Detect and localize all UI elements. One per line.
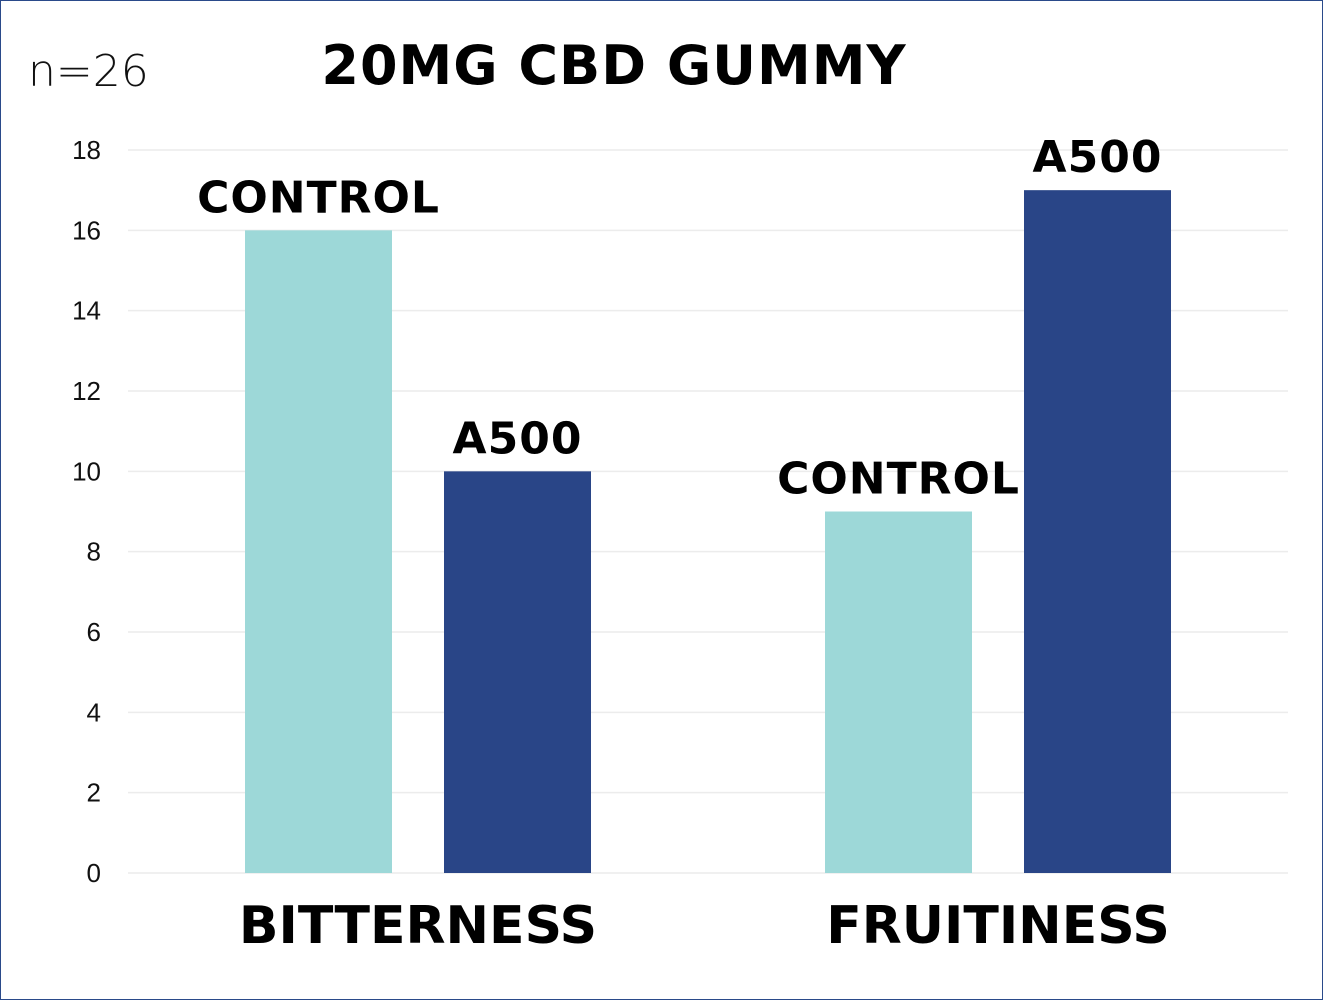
- bar-data-label: CONTROL: [777, 454, 1020, 505]
- y-tick-label: 2: [87, 778, 101, 808]
- y-tick-label: 14: [72, 296, 101, 326]
- y-tick-label: 18: [72, 135, 101, 165]
- x-axis-category-labels: BITTERNESS FRUITINESS: [239, 896, 1170, 956]
- y-tick-label: 16: [72, 215, 101, 245]
- y-tick-label: 0: [87, 858, 101, 888]
- bars: [245, 190, 1171, 874]
- y-tick-label: 12: [72, 376, 101, 406]
- bar-data-label: CONTROL: [197, 172, 440, 223]
- bar-a500-bitterness: [444, 471, 591, 873]
- y-tick-label: 4: [87, 697, 101, 727]
- bar-control-bitterness: [245, 230, 392, 874]
- y-axis-tick-labels: 0 2 4 6 8 10 12 14 16 18: [72, 135, 101, 888]
- bar-data-label: A500: [453, 413, 583, 464]
- bar-data-label: A500: [1033, 132, 1163, 183]
- y-tick-label: 6: [87, 617, 101, 647]
- sample-size-label: n=26: [28, 46, 149, 97]
- bar-data-labels: CONTROL A500 CONTROL A500: [197, 132, 1163, 505]
- bar-a500-fruitiness: [1024, 190, 1171, 873]
- category-label-fruitiness: FRUITINESS: [826, 896, 1170, 956]
- y-tick-label: 8: [87, 537, 101, 567]
- bar-control-fruitiness: [825, 511, 972, 873]
- category-label-bitterness: BITTERNESS: [239, 896, 597, 956]
- y-tick-label: 10: [72, 456, 101, 486]
- chart-title: 20MG CBD GUMMY: [321, 34, 906, 97]
